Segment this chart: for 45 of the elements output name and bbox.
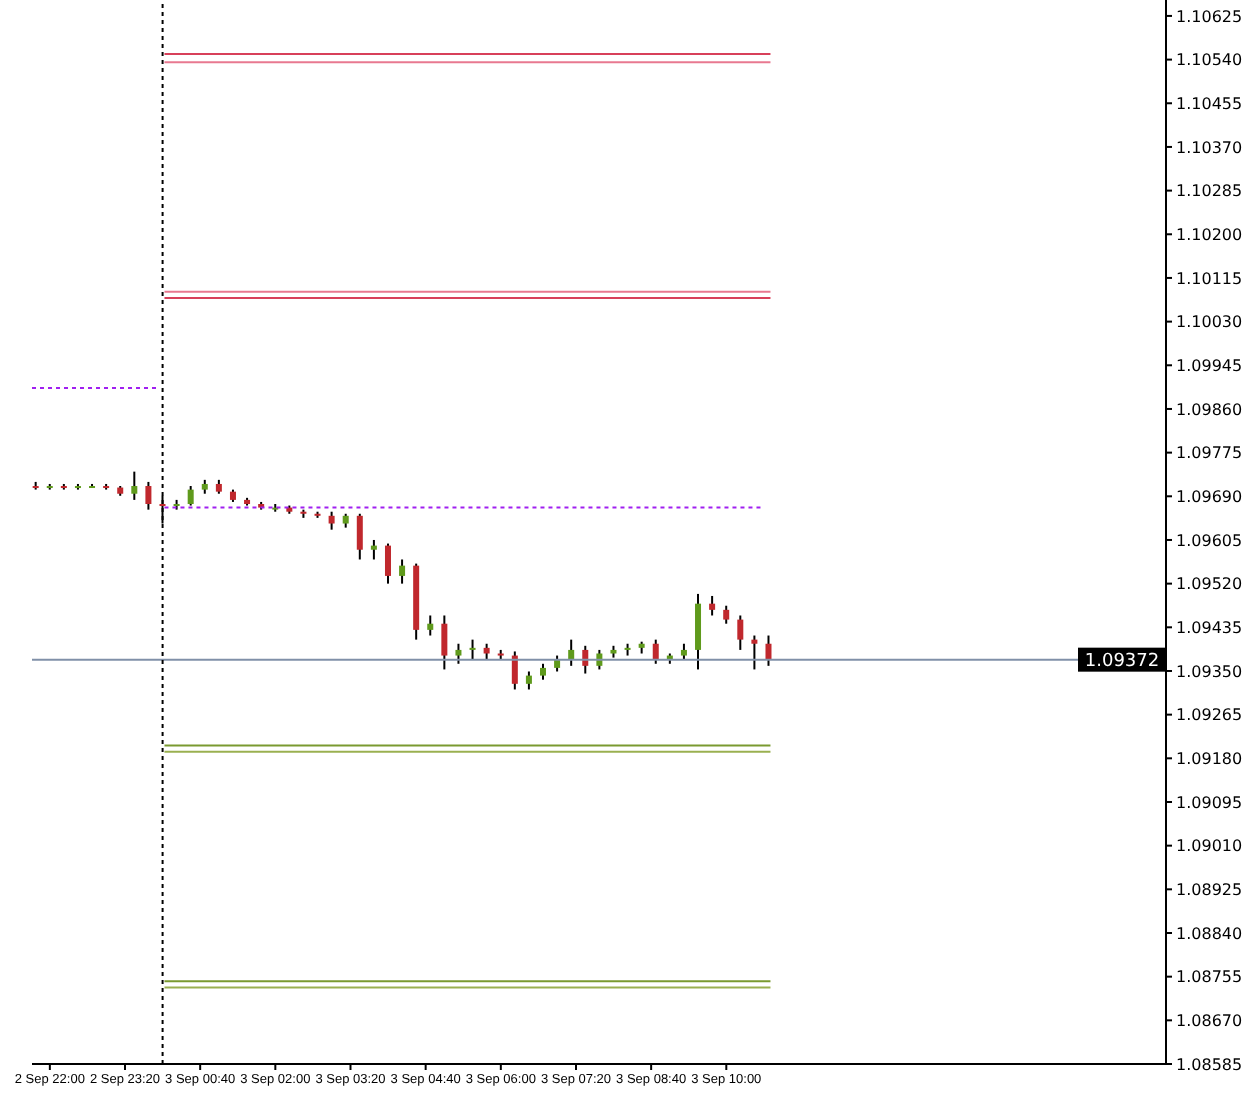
y-tick-label: 1.09350 bbox=[1176, 662, 1243, 681]
y-tick-label: 1.10455 bbox=[1176, 94, 1243, 113]
candlestick bbox=[511, 650, 518, 691]
y-tick-label: 1.09265 bbox=[1176, 706, 1243, 725]
y-tick-label: 1.09860 bbox=[1176, 400, 1243, 419]
y-tick-label: 1.09775 bbox=[1176, 444, 1243, 463]
y-tick-label: 1.10370 bbox=[1176, 138, 1243, 157]
y-tick-label: 1.08585 bbox=[1176, 1055, 1243, 1074]
y-tick-label: 1.10030 bbox=[1176, 313, 1243, 332]
y-tick-label: 1.10200 bbox=[1176, 225, 1243, 244]
candlestick bbox=[751, 634, 758, 671]
candlestick bbox=[709, 594, 716, 617]
y-tick-label: 1.09095 bbox=[1176, 793, 1243, 812]
y-tick-label: 1.10285 bbox=[1176, 182, 1243, 201]
y-tick-label: 1.09435 bbox=[1176, 618, 1243, 637]
candlestick bbox=[469, 638, 476, 661]
candlestick bbox=[427, 614, 434, 637]
candlestick bbox=[652, 638, 659, 665]
y-tick-label: 1.09010 bbox=[1176, 837, 1243, 856]
candlestick bbox=[455, 642, 462, 665]
candlestick bbox=[765, 634, 772, 667]
candlestick bbox=[384, 542, 391, 585]
candlestick bbox=[441, 614, 448, 671]
candlestick bbox=[131, 470, 138, 501]
candlestick bbox=[187, 485, 194, 507]
candlestick bbox=[356, 512, 363, 561]
candlestick bbox=[737, 614, 744, 651]
y-tick-label: 1.10540 bbox=[1176, 51, 1243, 70]
candlestick bbox=[695, 592, 702, 671]
y-tick-label: 1.09605 bbox=[1176, 531, 1243, 550]
candlestick bbox=[370, 538, 377, 561]
candlestick bbox=[568, 638, 575, 667]
candlestick bbox=[145, 480, 152, 511]
y-tick-label: 1.09520 bbox=[1176, 575, 1243, 594]
y-tick-label: 1.09180 bbox=[1176, 749, 1243, 768]
y-tick-label: 1.10115 bbox=[1176, 269, 1243, 288]
y-tick-label: 1.09690 bbox=[1176, 487, 1243, 506]
y-tick-label: 1.08670 bbox=[1176, 1012, 1243, 1031]
y-tick-label: 1.09945 bbox=[1176, 356, 1243, 375]
y-tick-label: 1.08925 bbox=[1176, 881, 1243, 899]
candlestick bbox=[399, 558, 406, 585]
ref-line-label: 1.09372 bbox=[1084, 651, 1160, 672]
y-tick-label: 1.08755 bbox=[1176, 968, 1243, 987]
y-tick-label: 1.10625 bbox=[1176, 7, 1243, 26]
y-tick-label: 1.08840 bbox=[1176, 924, 1243, 943]
